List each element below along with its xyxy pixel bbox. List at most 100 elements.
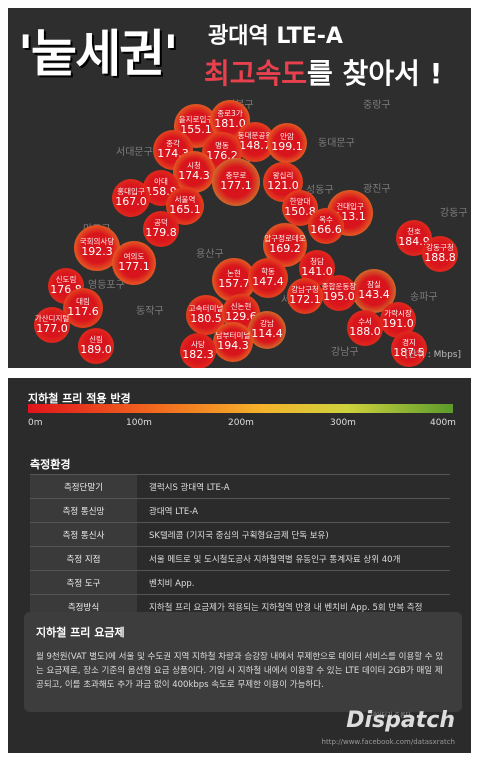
table-row: 측정 지점 서울 메트로 및 도시철도공사 지하철역별 유동인구 통계자료 상위 … xyxy=(30,546,450,571)
district-label: 용산구 xyxy=(196,249,224,260)
station-bubble: 신림 189.0 xyxy=(78,328,114,364)
table-row: 측정단말기 갤럭시S 광대역 LTE-A xyxy=(30,474,450,499)
station-bubble: 강남구청 172.1 xyxy=(287,278,323,314)
station-name: 논현 xyxy=(227,269,241,279)
station-speed: 188.0 xyxy=(349,325,381,339)
hero-line2: 최고속도를 찾아서 ! xyxy=(204,52,442,92)
station-name: 가락시장 xyxy=(384,309,412,319)
station-speed: 169.2 xyxy=(269,242,301,256)
station-speed: 113.1 xyxy=(334,210,366,224)
station-bubble: 잠실 143.4 xyxy=(352,269,396,313)
district-label: 서대문구 xyxy=(116,147,153,158)
station-name: 옥수 xyxy=(319,215,333,225)
legend-tick: 300m xyxy=(330,418,356,428)
unit-label: [단위 : Mbps] xyxy=(404,350,461,360)
station-speed: 177.0 xyxy=(36,322,68,336)
station-speed: 121.0 xyxy=(267,179,299,193)
district-label: 동대문구 xyxy=(318,138,355,149)
station-name: 압구정로데오 xyxy=(264,234,306,244)
station-speed: 147.4 xyxy=(252,275,284,289)
station-bubble: 홍대입구 167.0 xyxy=(112,179,150,217)
station-name: 한양대 xyxy=(289,197,311,207)
station-name: 청담 xyxy=(310,257,324,267)
row-value: 광대역 LTE-A xyxy=(137,498,450,523)
legend-tick: 0m xyxy=(28,418,43,428)
station-name: 여의도 xyxy=(123,252,145,262)
station-speed: 182.3 xyxy=(182,348,214,362)
measurement-table: 측정단말기 갤럭시S 광대역 LTE-A 측정 통신망 광대역 LTE-A 측정 통… xyxy=(30,474,450,619)
row-value: SK텔레콤 (기지국 중심의 구획형요금제 단독 보유) xyxy=(137,522,450,547)
station-name: 종각 xyxy=(166,139,180,149)
district-label: 송파구 xyxy=(410,292,438,303)
station-name: 종로3가 xyxy=(217,109,243,119)
station-name: 시청 xyxy=(187,161,201,171)
station-name: 학동 xyxy=(261,267,275,277)
district-label: 영등포구 xyxy=(88,280,125,291)
legend-title: 지하철 프리 적용 반경 xyxy=(28,392,131,405)
fee-info-box: 지하철 프리 요금제 월 9천원(VAT 별도)에 서울 및 수도권 지역 지하… xyxy=(24,612,462,712)
station-speed: 157.7 xyxy=(218,277,250,291)
station-speed: 155.1 xyxy=(180,123,212,137)
table-row: 측정 통신망 광대역 LTE-A xyxy=(30,498,450,523)
row-key: 측정 통신망 xyxy=(30,498,137,523)
station-speed: 187.5 xyxy=(393,346,425,360)
station-name: 명동 xyxy=(215,141,229,151)
row-value: 갤럭시S 광대역 LTE-A xyxy=(137,474,450,499)
station-bubble: 충무로 177.1 xyxy=(212,158,260,206)
station-bubble: 국회의사당 192.3 xyxy=(74,225,120,271)
station-name: 왕십리 xyxy=(272,171,294,181)
station-speed: 165.1 xyxy=(169,203,201,217)
station-speed: 167.0 xyxy=(115,195,147,209)
station-bubble: 공덕 179.8 xyxy=(143,211,179,247)
station-name: 잠실 xyxy=(367,280,381,290)
station-name: 사당 xyxy=(191,340,205,350)
station-name: 안암 xyxy=(280,132,294,142)
hero-highlight: 최고속도 xyxy=(204,57,308,90)
station-name: 신논현 xyxy=(230,302,252,312)
station-bubble: 안암 199.1 xyxy=(267,123,307,163)
station-name: 가산디지털 xyxy=(34,314,70,324)
station-name: 신도림 xyxy=(55,275,77,285)
station-speed: 172.1 xyxy=(289,293,321,307)
station-speed: 181.0 xyxy=(214,117,246,131)
station-speed: 177.1 xyxy=(118,260,150,274)
station-name: 경지 xyxy=(402,338,416,348)
station-name: 종합운동장 xyxy=(321,282,357,292)
station-speed: 129.6 xyxy=(225,310,257,324)
station-speed: 199.1 xyxy=(271,140,303,154)
station-bubble: 수서 188.0 xyxy=(347,310,383,346)
station-name: 건대입구 xyxy=(336,202,364,212)
station-speed: 176.2 xyxy=(206,149,238,163)
station-name: 을지로입구 xyxy=(178,115,214,125)
station-speed: 174.3 xyxy=(178,169,210,183)
table-row: 측정 통신사 SK텔레콤 (기지국 중심의 구획형요금제 단독 보유) xyxy=(30,522,450,547)
legend-tick: 100m xyxy=(126,418,152,428)
fee-description: 월 9천원(VAT 별도)에 서울 및 수도권 지역 지하철 차량과 승강장 내… xyxy=(36,652,444,690)
station-name: 국회의사당 xyxy=(79,237,115,247)
station-speed: 179.8 xyxy=(145,226,177,240)
district-label: 광진구 xyxy=(363,184,391,195)
station-name: 강동구청 xyxy=(426,243,454,253)
station-speed: 174.3 xyxy=(157,147,189,161)
district-label: 강남구 xyxy=(331,347,359,358)
station-name: 홍대입구 xyxy=(117,187,145,197)
station-bubble: 옥수 166.6 xyxy=(308,208,344,244)
station-bubble: 강동구청 188.8 xyxy=(422,236,458,272)
station-speed: 195.0 xyxy=(323,290,355,304)
station-speed: 191.0 xyxy=(382,317,414,331)
district-label: 성동구 xyxy=(306,185,334,196)
district-label: 강동구 xyxy=(440,208,468,219)
station-bubble: 종합운동장 195.0 xyxy=(321,275,357,311)
station-bubble: 가산디지털 177.0 xyxy=(34,307,70,343)
station-name: 공덕 xyxy=(154,218,168,228)
station-speed: 148.7 xyxy=(239,139,271,153)
station-bubble: 강남 114.4 xyxy=(248,311,286,349)
row-key: 측정단말기 xyxy=(30,474,137,499)
station-speed: 117.6 xyxy=(67,305,99,319)
station-bubble: 여의도 177.1 xyxy=(112,241,156,285)
fee-title: 지하철 프리 요금제 xyxy=(36,626,125,639)
station-speed: 189.0 xyxy=(80,343,112,357)
row-value: 서울 메트로 및 도시철도공사 지하철역별 유동인구 통계자료 상위 40개 xyxy=(137,546,450,571)
station-name: 고속터미널 xyxy=(188,304,224,314)
hero-title: '눝세권' xyxy=(18,25,179,83)
